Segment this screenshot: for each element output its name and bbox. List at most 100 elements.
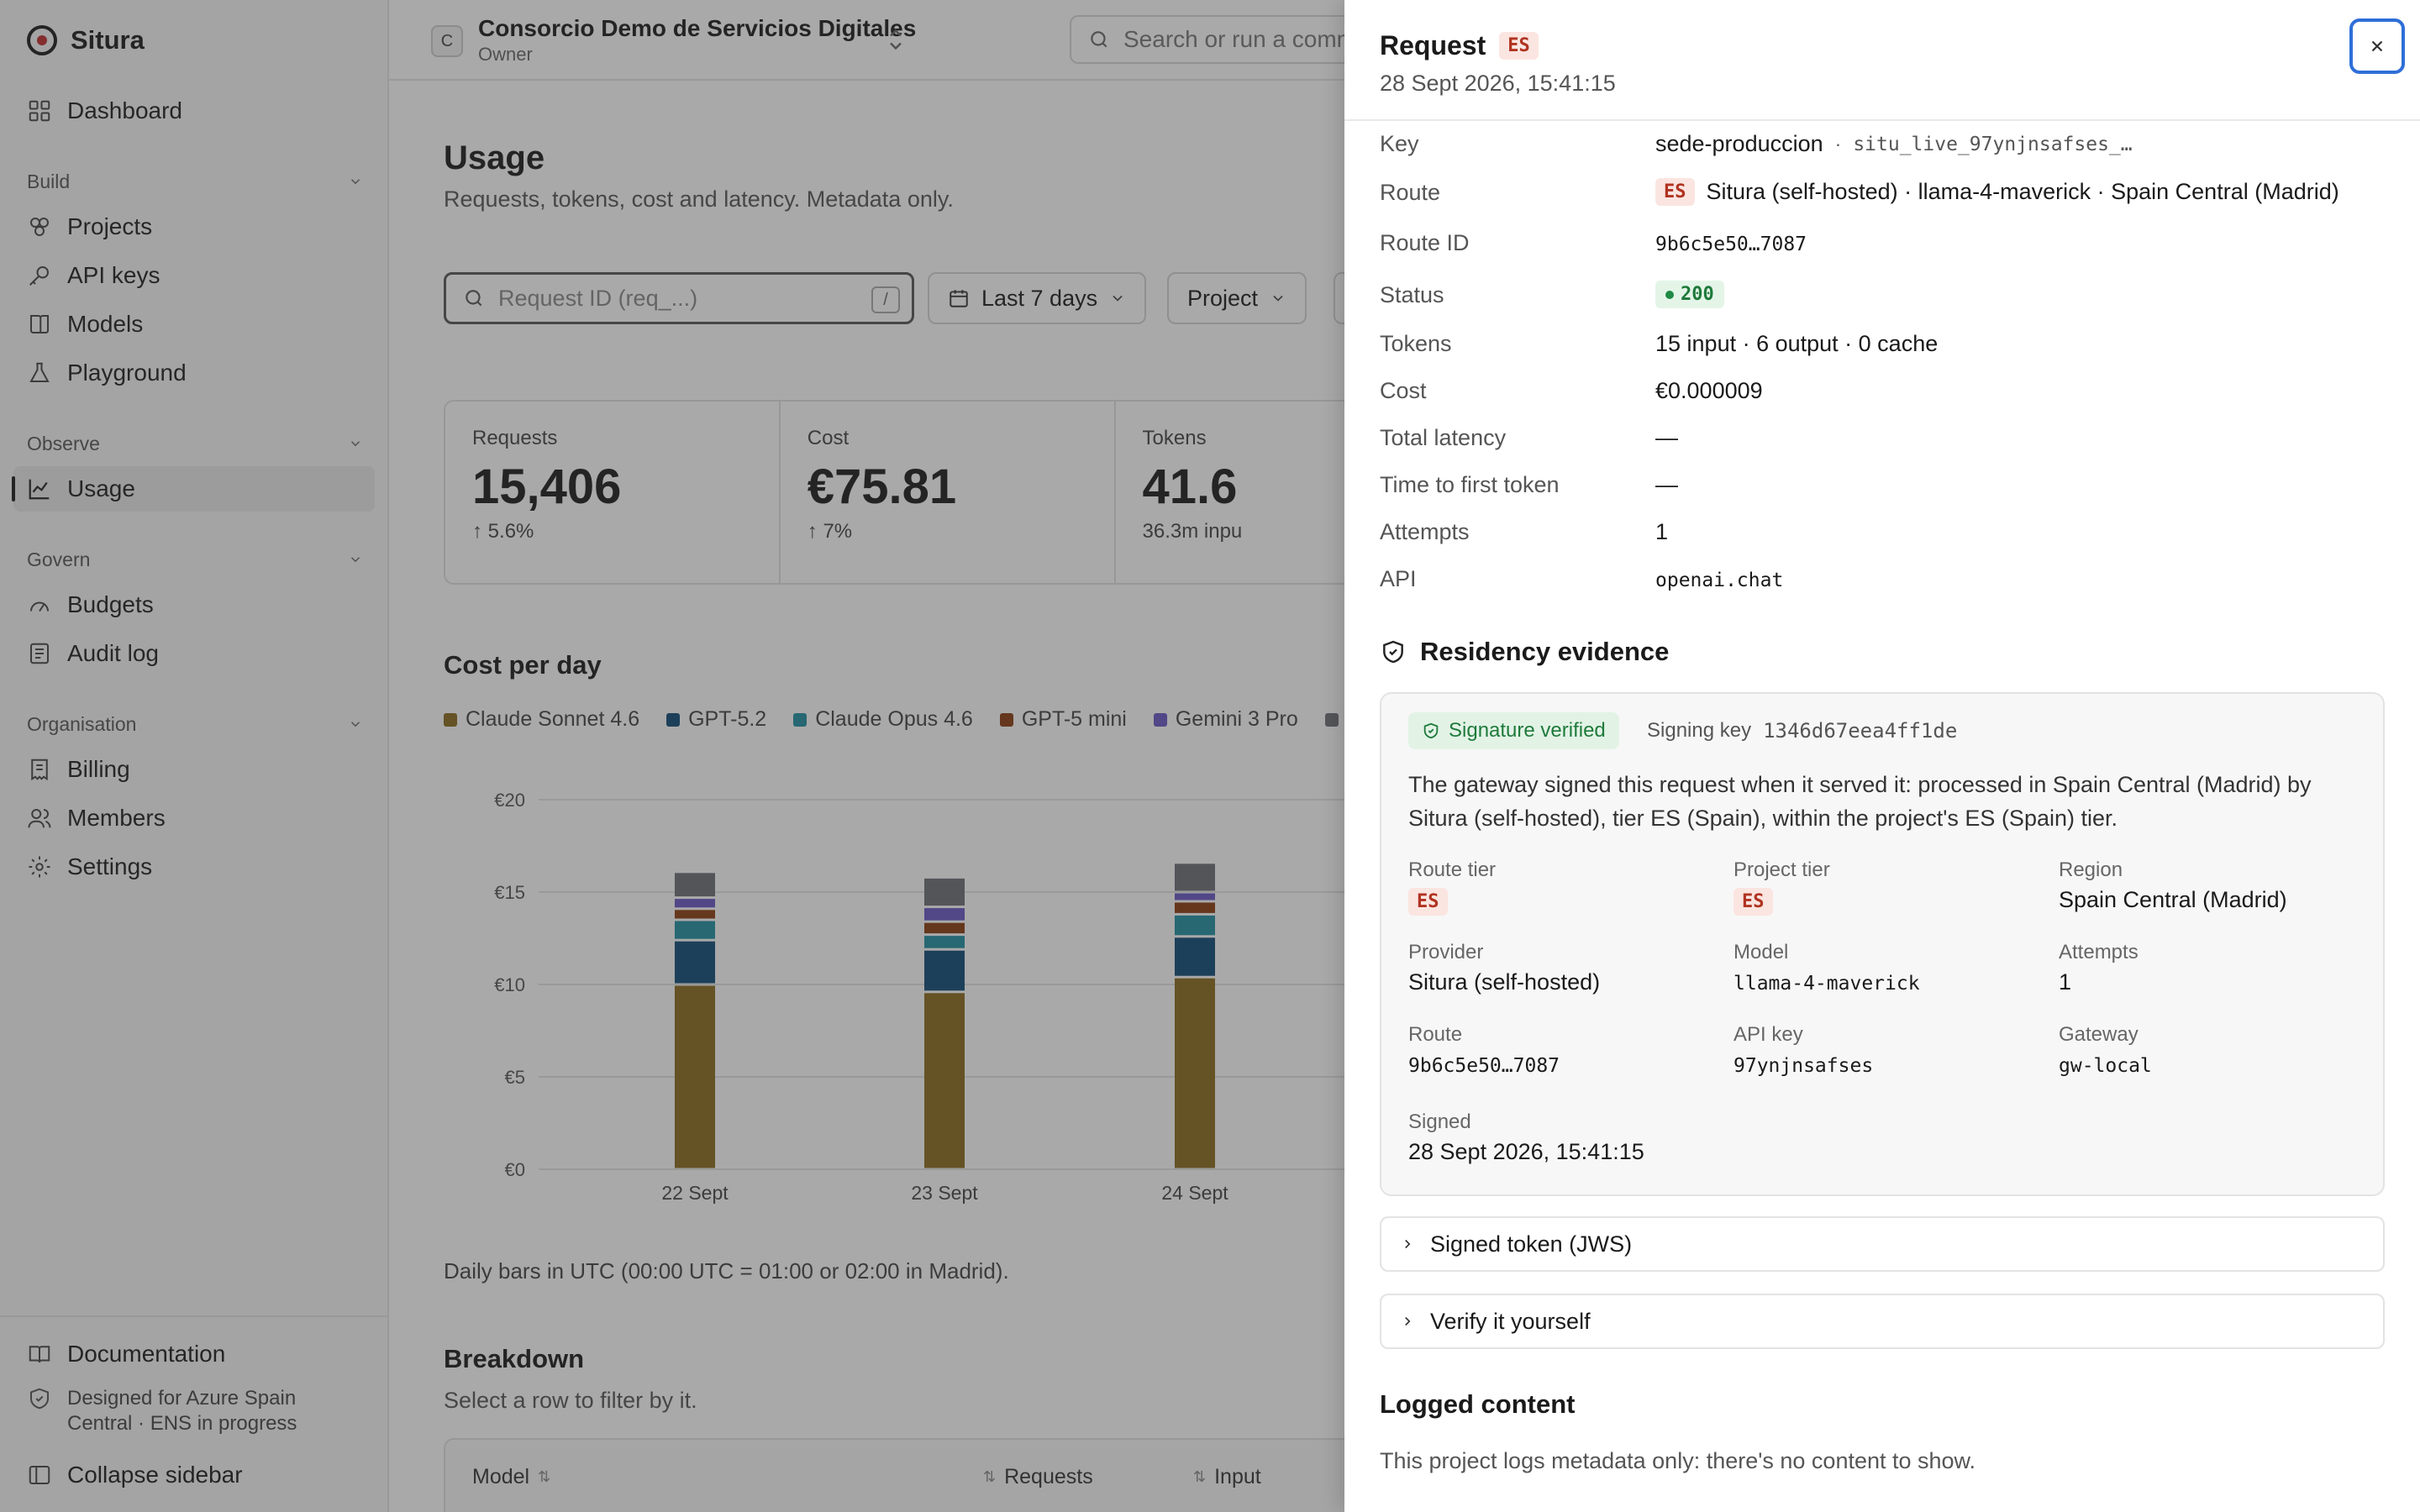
documentation-label: Documentation [67, 1341, 226, 1367]
sidebar-item-dashboard[interactable]: Dashboard [13, 88, 375, 134]
key-name: sede-produccion [1655, 131, 1823, 156]
bar-segment[interactable] [675, 985, 715, 1168]
stat-value: 15,406 [472, 459, 622, 514]
bar-segment[interactable] [1175, 902, 1215, 913]
bar-segment[interactable] [675, 873, 715, 897]
legend-swatch [793, 712, 808, 727]
column-header-input[interactable]: ⇅ Input [1193, 1465, 1261, 1489]
column-header-model[interactable]: Model ⇅ [472, 1465, 550, 1489]
key-id: situ_live_97ynjnsafses_… [1853, 133, 2133, 155]
bar-segment[interactable] [675, 910, 715, 919]
chevron-down-icon [1273, 295, 1283, 302]
sidebar-item-models[interactable]: Models [13, 302, 375, 347]
breakdown-table-header: Model ⇅ ⇅ Requests ⇅ Input [444, 1438, 1452, 1512]
section-organisation[interactable]: Organisation [27, 709, 363, 739]
sidebar-item-billing[interactable]: Billing [13, 747, 375, 792]
sidebar-item-audit-log[interactable]: Audit log [13, 631, 375, 676]
x-tick-label: 23 Sept [911, 1182, 978, 1204]
request-id-input[interactable]: Request ID (req_...) / [444, 272, 914, 324]
api-value: openai.chat [1655, 570, 1784, 591]
brand[interactable]: Situra [27, 24, 145, 57]
sidebar-item-api-keys[interactable]: API keys [13, 253, 375, 298]
sidebar-item-playground[interactable]: Playground [13, 350, 375, 396]
stat-card-tokens[interactable]: Tokens 41.6 36.3m inpu [1116, 402, 1450, 583]
collapse-label: Collapse sidebar [67, 1462, 243, 1488]
bar-segment[interactable] [1175, 978, 1215, 1168]
legend-item[interactable]: Claude Opus 4.6 [793, 707, 973, 732]
bar-segment[interactable] [675, 899, 715, 908]
sidebar-item-settings[interactable]: Settings [13, 844, 375, 890]
tier-badge: ES [1408, 888, 1448, 916]
chevron-updown-icon[interactable] [886, 27, 905, 52]
collapse-sidebar-button[interactable]: Collapse sidebar [13, 1460, 375, 1490]
column-header-requests[interactable]: ⇅ Requests [983, 1465, 1093, 1489]
legend-swatch [999, 712, 1013, 727]
sidebar-item-projects[interactable]: Projects [13, 204, 375, 249]
users-icon [27, 806, 52, 831]
signature-verified-badge: Signature verified [1408, 712, 1619, 749]
org-avatar[interactable]: C [431, 25, 463, 57]
y-tick-label: €0 [505, 1159, 525, 1180]
section-label: Organisation [27, 712, 137, 735]
stat-card-cost[interactable]: Cost €75.81 ↑ 7% [781, 402, 1116, 583]
request-id-placeholder: Request ID (req_...) [498, 285, 698, 311]
legend-item[interactable]: Claude Sonnet 4.6 [444, 707, 639, 732]
tier-badge: ES [1655, 178, 1695, 206]
stat-delta-value: 7% [823, 520, 853, 543]
cell-label: Model [1733, 941, 1789, 963]
stat-value: 41.6 [1142, 459, 1238, 514]
sidebar-item-budgets[interactable]: Budgets [13, 582, 375, 627]
signed-cell: Signed 28 Sept 2026, 15:41:15 [1408, 1110, 1644, 1165]
close-button[interactable] [2349, 18, 2405, 74]
bar-segment[interactable] [1175, 937, 1215, 976]
projects-icon [27, 214, 52, 239]
total-latency-value: — [1655, 425, 1678, 450]
bar-segment[interactable] [1175, 893, 1215, 900]
y-tick-label: €15 [494, 882, 525, 903]
documentation-link[interactable]: Documentation [13, 1339, 375, 1369]
shield-check-icon [27, 1386, 52, 1411]
command-search-input[interactable]: Search or run a comm [1070, 15, 1591, 64]
legend-item[interactable]: GPT-5.2 [666, 707, 766, 732]
stat-label: Cost [807, 427, 850, 449]
bar-segment[interactable] [924, 950, 965, 991]
request-detail-drawer: Request ES 28 Sept 2026, 15:41:15 Key se… [1344, 0, 2420, 1512]
stat-delta: ↑ 5.6% [472, 520, 752, 543]
org-name[interactable]: Consorcio Demo de Servicios Digitales [478, 15, 917, 41]
model-cell: Model llama-4-maverick [1733, 941, 1920, 995]
cell-value: 1 [2059, 969, 2072, 995]
sidebar-item-members[interactable]: Members [13, 795, 375, 841]
x-tick-label: 24 Sept [1161, 1182, 1228, 1204]
verify-yourself-accordion[interactable]: Verify it yourself [1380, 1294, 2385, 1349]
legend-item[interactable]: GPT-5 mini [999, 707, 1127, 732]
bar-segment[interactable] [924, 908, 965, 921]
dashboard-icon [27, 98, 52, 123]
bar-segment[interactable] [924, 922, 965, 934]
sidebar-item-usage[interactable]: Usage [12, 466, 375, 512]
signed-token-accordion[interactable]: Signed token (JWS) [1380, 1216, 2385, 1272]
bar-segment[interactable] [1175, 864, 1215, 891]
cell-value: Spain Central (Madrid) [2059, 887, 2287, 912]
legend-swatch [444, 712, 457, 727]
close-icon [2371, 40, 2383, 52]
section-build[interactable]: Build [27, 166, 363, 197]
tier-badge: ES [1499, 32, 1539, 60]
legend-item[interactable]: Gemini 3 Pro [1153, 707, 1298, 732]
legend-item[interactable] [1324, 707, 1339, 732]
route-tier-cell: Route tier ES [1408, 858, 1496, 916]
date-range-button[interactable]: Last 7 days [928, 272, 1147, 324]
modal-backdrop[interactable] [0, 0, 1344, 1512]
section-govern[interactable]: Govern [27, 544, 363, 575]
stat-card-requests[interactable]: Requests 15,406 ↑ 5.6% [445, 402, 781, 583]
bar-segment[interactable] [675, 921, 715, 939]
legend-swatch [1153, 712, 1167, 727]
y-tick-label: €10 [494, 974, 525, 995]
bar-segment[interactable] [1175, 915, 1215, 936]
bar-segment[interactable] [924, 993, 965, 1168]
bar-segment[interactable] [924, 878, 965, 906]
project-filter-button[interactable]: Project [1167, 272, 1307, 324]
section-observe[interactable]: Observe [27, 428, 363, 459]
bar-segment[interactable] [675, 941, 715, 984]
bar-segment[interactable] [924, 936, 965, 948]
stat-delta: ↑ 7% [808, 520, 1087, 543]
